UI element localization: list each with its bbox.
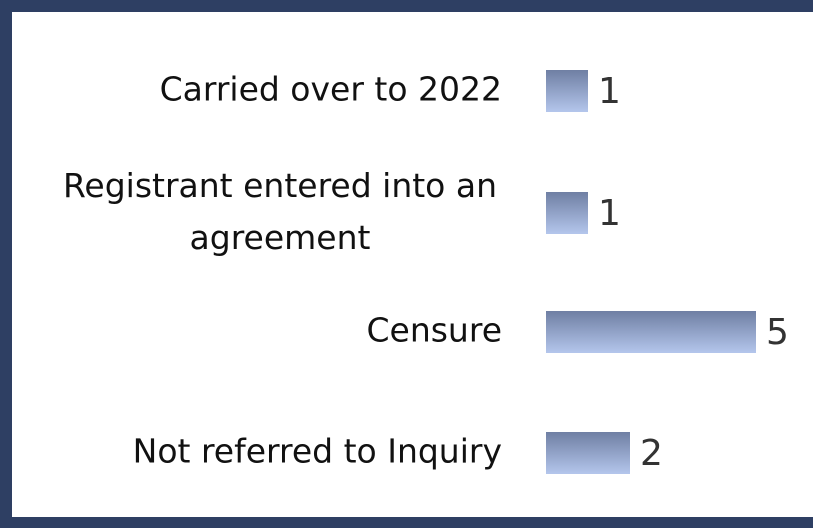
category-label: Carried over to 2022 — [160, 70, 502, 109]
category-label: Not referred to Inquiry — [133, 432, 502, 471]
value-label: 2 — [640, 433, 663, 474]
value-label: 1 — [598, 71, 621, 112]
panel — [12, 12, 813, 517]
value-label: 5 — [766, 312, 789, 353]
bar — [546, 192, 588, 234]
value-label: 1 — [598, 193, 621, 234]
bar — [546, 432, 630, 474]
bar — [546, 70, 588, 112]
bar — [546, 311, 756, 353]
category-label: Registrant entered into an agreement — [63, 166, 497, 257]
category-label: Censure — [366, 311, 502, 350]
